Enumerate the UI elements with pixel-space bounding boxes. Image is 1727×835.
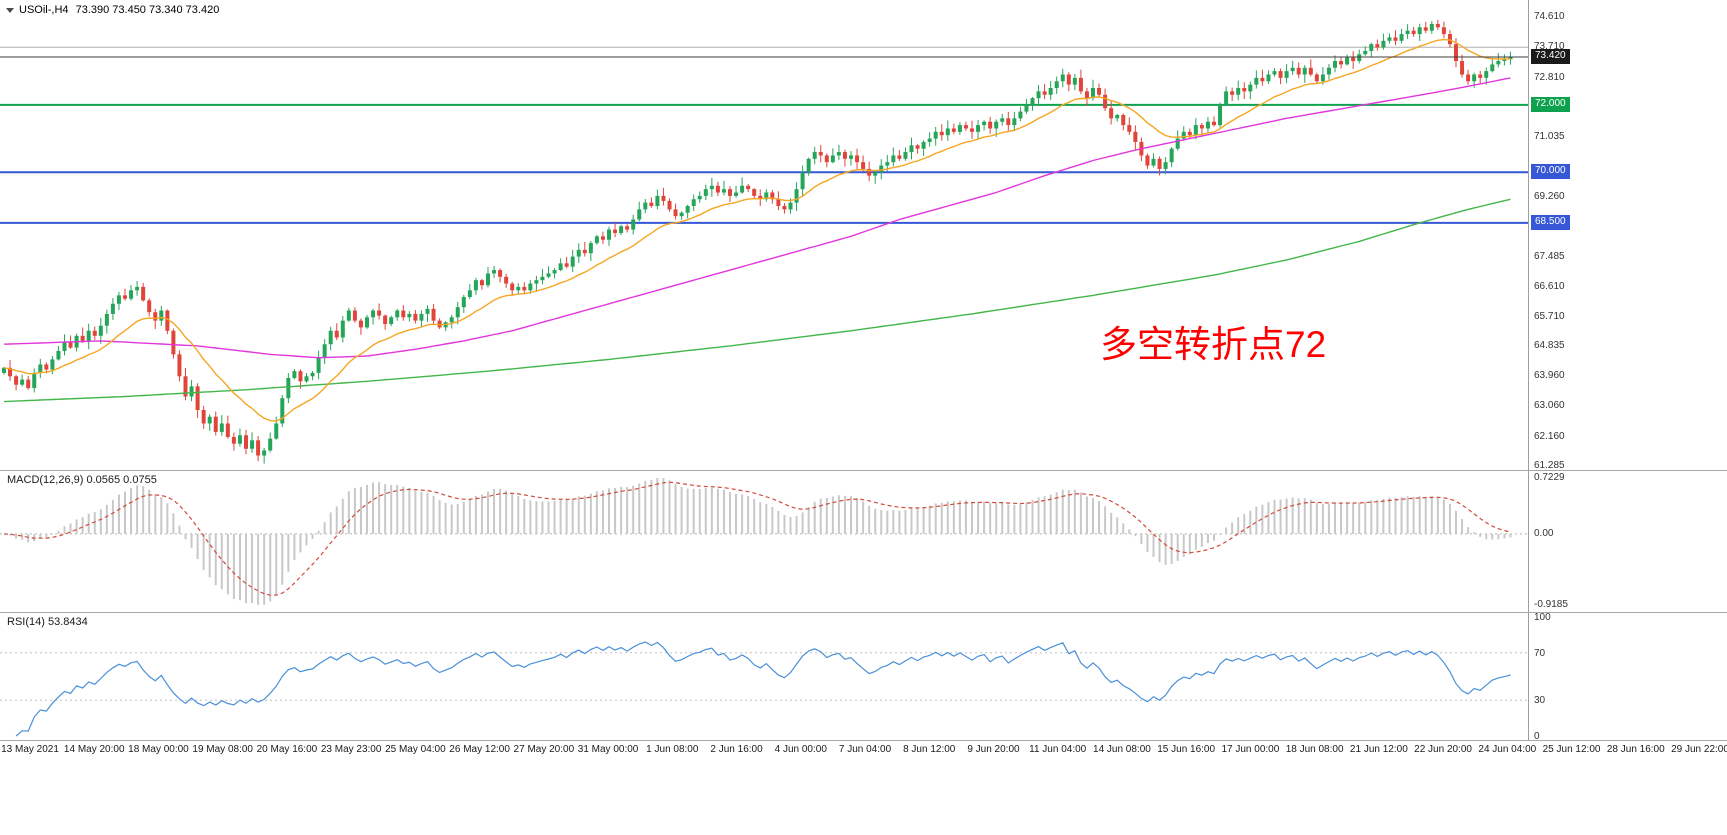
price-axis-label: 74.610 (1534, 10, 1565, 22)
time-axis-separator (0, 740, 1727, 741)
macd-indicator-values: 0.0565 0.0755 (86, 474, 157, 486)
main-chart-canvas[interactable] (0, 0, 1528, 470)
price-axis-label: 61.285 (1534, 460, 1565, 472)
macd-label: MACD(12,26,9) 0.0565 0.0755 (7, 474, 157, 486)
price-axis-label: 73.710 (1534, 41, 1565, 53)
price-axis-label: 71.035 (1534, 131, 1565, 143)
rsi-panel-separator[interactable] (0, 612, 1727, 613)
time-axis-label: 23 May 23:00 (320, 744, 382, 755)
price-badge: 68.500 (1531, 214, 1570, 230)
time-axis-label: 18 Jun 08:00 (1285, 744, 1344, 755)
macd-indicator-name: MACD(12,26,9) (7, 474, 84, 486)
time-axis-label: 25 Jun 12:00 (1542, 744, 1601, 755)
rsi-indicator-name: RSI(14) (7, 616, 45, 628)
time-axis-label: 27 May 20:00 (513, 744, 575, 755)
time-axis-label: 22 Jun 20:00 (1414, 744, 1472, 755)
macd-axis-label: 0.00 (1534, 527, 1554, 539)
symbol-dropdown-icon[interactable] (6, 7, 14, 13)
time-axis-label: 26 May 12:00 (449, 744, 510, 755)
price-axis-label: 64.835 (1534, 340, 1565, 352)
price-axis-label: 65.710 (1534, 310, 1565, 322)
price-axis-label: 67.485 (1534, 251, 1565, 263)
time-axis-label: 21 Jun 12:00 (1349, 744, 1408, 755)
price-axis-label: 63.960 (1534, 369, 1565, 381)
rsi-canvas[interactable] (0, 613, 1528, 740)
rsi-axis-label: 100 (1534, 612, 1551, 623)
macd-axis-label: 0.7229 (1534, 472, 1565, 483)
time-axis-label: 1 Jun 08:00 (646, 744, 699, 755)
time-axis-label: 15 Jun 16:00 (1157, 744, 1216, 755)
time-axis-label: 25 May 04:00 (385, 744, 446, 755)
price-axis[interactable]: 74.610 73.710 72.810 71.035 69.260 67.485 66.6… (1528, 0, 1727, 742)
price-axis-label: 72.810 (1534, 71, 1565, 83)
time-axis-label: 7 Jun 04:00 (838, 744, 892, 755)
time-axis-label: 29 Jun 22:00 (1671, 744, 1727, 755)
time-axis-label: 9 Jun 20:00 (967, 744, 1020, 755)
price-axis-label: 63.060 (1534, 400, 1565, 412)
time-axis-label: 18 May 00:00 (128, 744, 189, 755)
rsi-axis-label: 0 (1534, 731, 1540, 742)
price-badge: 72.000 (1531, 96, 1570, 112)
time-axis-label: 8 Jun 12:00 (903, 744, 956, 755)
chart-header: USOil-,H4 73.390 73.450 73.340 73.420 (6, 4, 219, 16)
annotation-text[interactable]: 多空转折点72 (1100, 324, 1327, 365)
time-axis-label: 17 Jun 00:00 (1221, 744, 1280, 755)
time-axis-label: 14 Jun 08:00 (1093, 744, 1151, 755)
time-axis-label: 14 May 20:00 (63, 744, 125, 755)
price-badge: 73.420 (1531, 48, 1570, 64)
price-axis-label: 69.260 (1534, 191, 1565, 203)
time-axis-label: 28 Jun 16:00 (1606, 744, 1665, 755)
rsi-label: RSI(14) 53.8434 (7, 616, 88, 628)
time-axis-label: 24 Jun 04:00 (1478, 744, 1537, 755)
rsi-axis-label: 30 (1534, 695, 1546, 707)
time-axis[interactable]: 13 May 2021 14 May 20:00 18 May 00:00 19 Ma… (0, 742, 1727, 760)
ohlc-values: 73.390 73.450 73.340 73.420 (75, 4, 220, 16)
rsi-indicator-value: 53.8434 (47, 616, 88, 628)
macd-canvas[interactable] (0, 471, 1528, 612)
macd-axis-label: -0.9185 (1534, 599, 1568, 610)
price-axis-label: 62.160 (1534, 430, 1565, 442)
symbol-timeframe-label: USOil-,H4 (19, 4, 69, 16)
price-badge: 70.000 (1531, 164, 1570, 180)
rsi-axis-label: 70 (1534, 647, 1546, 659)
time-axis-label: 11 Jun 04:00 (1029, 744, 1087, 755)
time-axis-label: 20 May 16:00 (256, 744, 318, 755)
time-axis-label: 19 May 08:00 (192, 744, 253, 755)
macd-panel-separator[interactable] (0, 470, 1727, 471)
time-axis-label: 2 Jun 16:00 (710, 744, 763, 755)
time-axis-label: 4 Jun 00:00 (774, 744, 827, 755)
price-axis-label: 66.610 (1534, 280, 1565, 292)
time-axis-label: 13 May 2021 (1, 744, 59, 755)
time-axis-label: 31 May 00:00 (577, 744, 639, 755)
